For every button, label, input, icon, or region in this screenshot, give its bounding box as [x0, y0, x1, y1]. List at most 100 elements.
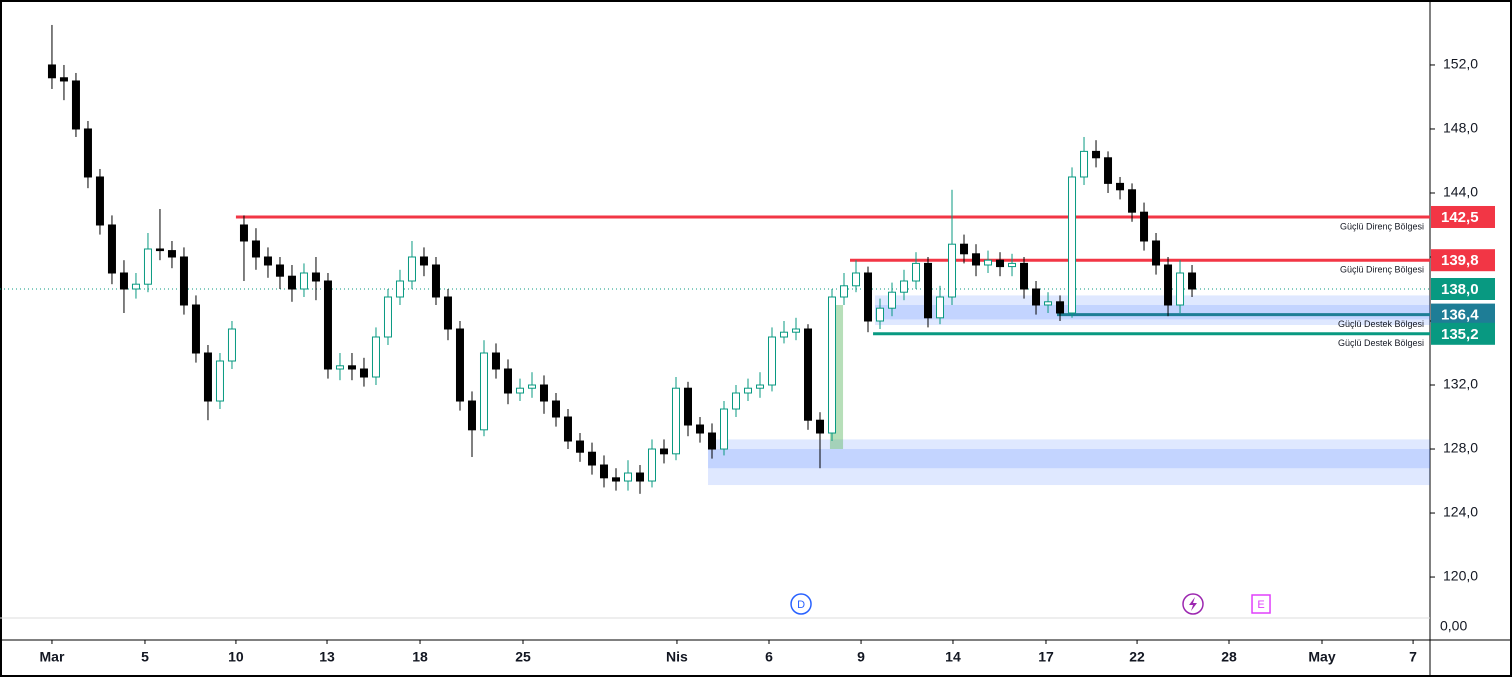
candle-body — [1032, 288, 1041, 306]
y-tick-label: 144,0 — [1443, 184, 1478, 200]
x-tick-label: 14 — [945, 649, 961, 665]
x-tick-label: 28 — [1221, 649, 1237, 665]
event-label: E — [1257, 599, 1264, 611]
candle-body — [251, 240, 260, 258]
candle-body — [71, 80, 80, 130]
candle-body — [647, 448, 656, 482]
candle-body — [95, 176, 104, 226]
x-tick-label: 13 — [319, 649, 335, 665]
level-name: Güçlü Destek Bölgesi — [1338, 319, 1424, 329]
candle-body — [1068, 176, 1077, 314]
x-tick-label: 18 — [412, 649, 428, 665]
x-tick-label: 7 — [1409, 649, 1417, 665]
lightning-icon — [1189, 597, 1197, 611]
level-name: Güçlü Direnç Bölgesi — [1340, 221, 1424, 231]
candle-body — [455, 328, 464, 402]
zone — [874, 304, 1430, 320]
candle-body — [611, 477, 620, 482]
candle-body — [1044, 301, 1053, 306]
candle-body — [912, 262, 921, 282]
candle-body — [563, 416, 572, 442]
candle-body — [131, 283, 140, 290]
candle-body — [443, 296, 452, 330]
candle-body — [804, 328, 813, 421]
candle-body — [287, 275, 296, 290]
candle-body — [179, 256, 188, 306]
candle-body — [948, 243, 957, 298]
x-tick-label: 25 — [515, 649, 531, 665]
candle-body — [239, 224, 248, 242]
candle-body — [527, 384, 536, 389]
candle-body — [900, 280, 909, 293]
candle-body — [395, 280, 404, 298]
zone — [708, 439, 1430, 486]
candle-body — [107, 224, 116, 274]
candle-body — [732, 392, 741, 410]
candle-body — [503, 368, 512, 394]
candle-body — [335, 365, 344, 370]
candle-body — [1116, 182, 1125, 191]
candle-body — [1056, 301, 1065, 314]
candle-body — [167, 250, 176, 258]
candle-body — [864, 272, 873, 322]
candle-body — [683, 387, 692, 426]
candle-body — [575, 440, 584, 453]
candle-body — [840, 285, 849, 298]
candle-body — [1176, 272, 1185, 306]
candle-body — [1188, 272, 1197, 290]
candle-body — [311, 272, 320, 282]
price-tag — [1431, 205, 1495, 228]
candle-body — [467, 400, 476, 431]
x-tick-label: 6 — [765, 649, 773, 665]
y-tick-label: 148,0 — [1443, 120, 1478, 136]
zone — [708, 449, 1430, 469]
candle-body — [59, 77, 68, 82]
price-tag-label: 135,2 — [1441, 326, 1479, 343]
event-marker — [790, 593, 812, 615]
candle-body — [1164, 264, 1173, 306]
candle-body — [659, 448, 668, 455]
candle-body — [695, 424, 704, 434]
price-tag-label: 139,8 — [1441, 252, 1479, 269]
x-tick-label: 10 — [228, 649, 244, 665]
candle-body — [431, 264, 440, 298]
candle-body — [299, 272, 308, 290]
candle-body — [1152, 240, 1161, 266]
candle-body — [828, 296, 837, 434]
candle-body — [155, 248, 164, 252]
candle-body — [1008, 262, 1017, 268]
candle-body — [491, 352, 500, 370]
candle-body — [1128, 189, 1137, 213]
y-tick-label: 132,0 — [1443, 376, 1478, 392]
candle-body — [551, 400, 560, 418]
candle-body — [275, 264, 284, 277]
candle-body — [671, 387, 680, 455]
candle-body — [203, 352, 212, 402]
price-tag — [1431, 322, 1495, 345]
candle-body — [419, 256, 428, 266]
candle-body — [707, 432, 716, 450]
candle-body — [756, 384, 765, 389]
x-tick-label: Mar — [40, 649, 65, 665]
x-tick-label: May — [1308, 649, 1335, 665]
y-tick-label: 124,0 — [1443, 504, 1478, 520]
candle-body — [888, 291, 897, 309]
candle-body — [972, 253, 981, 266]
candle-body — [936, 296, 945, 319]
candle-body — [191, 304, 200, 354]
candle-body — [215, 360, 224, 402]
candle-body — [263, 256, 272, 266]
price-tag-label: 138,0 — [1441, 281, 1479, 298]
candle-body — [852, 272, 861, 287]
x-tick-label: 5 — [141, 649, 149, 665]
candle-body — [876, 307, 885, 322]
candle-body — [47, 64, 56, 79]
candle-body — [227, 328, 236, 362]
price-tag — [1431, 249, 1495, 272]
candle-body — [83, 128, 92, 178]
y-tick-label: 128,0 — [1443, 440, 1478, 456]
price-tag — [1431, 303, 1495, 326]
y-tick-label: 120,0 — [1443, 568, 1478, 584]
event-label: D — [797, 599, 805, 611]
